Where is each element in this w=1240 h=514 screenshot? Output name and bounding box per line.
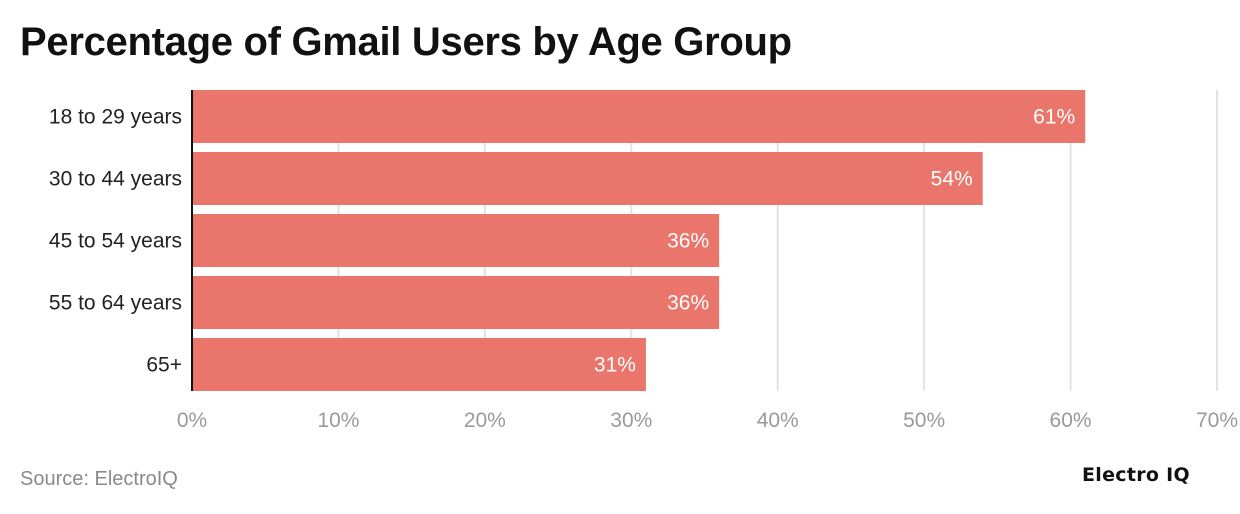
category-label: 65+ (146, 354, 182, 377)
x-tick-label: 60% (1050, 409, 1092, 432)
category-label: 18 to 29 years (49, 106, 182, 129)
bar (192, 90, 1086, 143)
x-tick-label: 0% (177, 409, 207, 432)
electroiq-logo: Electro IQ (1082, 464, 1190, 486)
x-tick-label: 20% (464, 409, 506, 432)
x-tick-label: 10% (317, 409, 359, 432)
x-tick-label: 70% (1196, 409, 1238, 432)
bar (192, 152, 983, 205)
bar (192, 214, 720, 267)
chart-title: Percentage of Gmail Users by Age Group (20, 20, 792, 64)
data-label: 36% (667, 292, 709, 315)
x-tick-label: 40% (757, 409, 799, 432)
bar (192, 338, 646, 391)
data-label: 36% (667, 230, 709, 253)
data-label: 54% (931, 168, 973, 191)
x-tick-label: 50% (903, 409, 945, 432)
category-label: 45 to 54 years (49, 230, 182, 253)
category-label: 30 to 44 years (49, 168, 182, 191)
source-note: Source: ElectroIQ (20, 468, 178, 490)
bar (192, 276, 720, 329)
data-label: 61% (1033, 106, 1075, 129)
x-tick-label: 30% (610, 409, 652, 432)
data-label: 31% (594, 354, 636, 377)
category-label: 55 to 64 years (49, 292, 182, 315)
